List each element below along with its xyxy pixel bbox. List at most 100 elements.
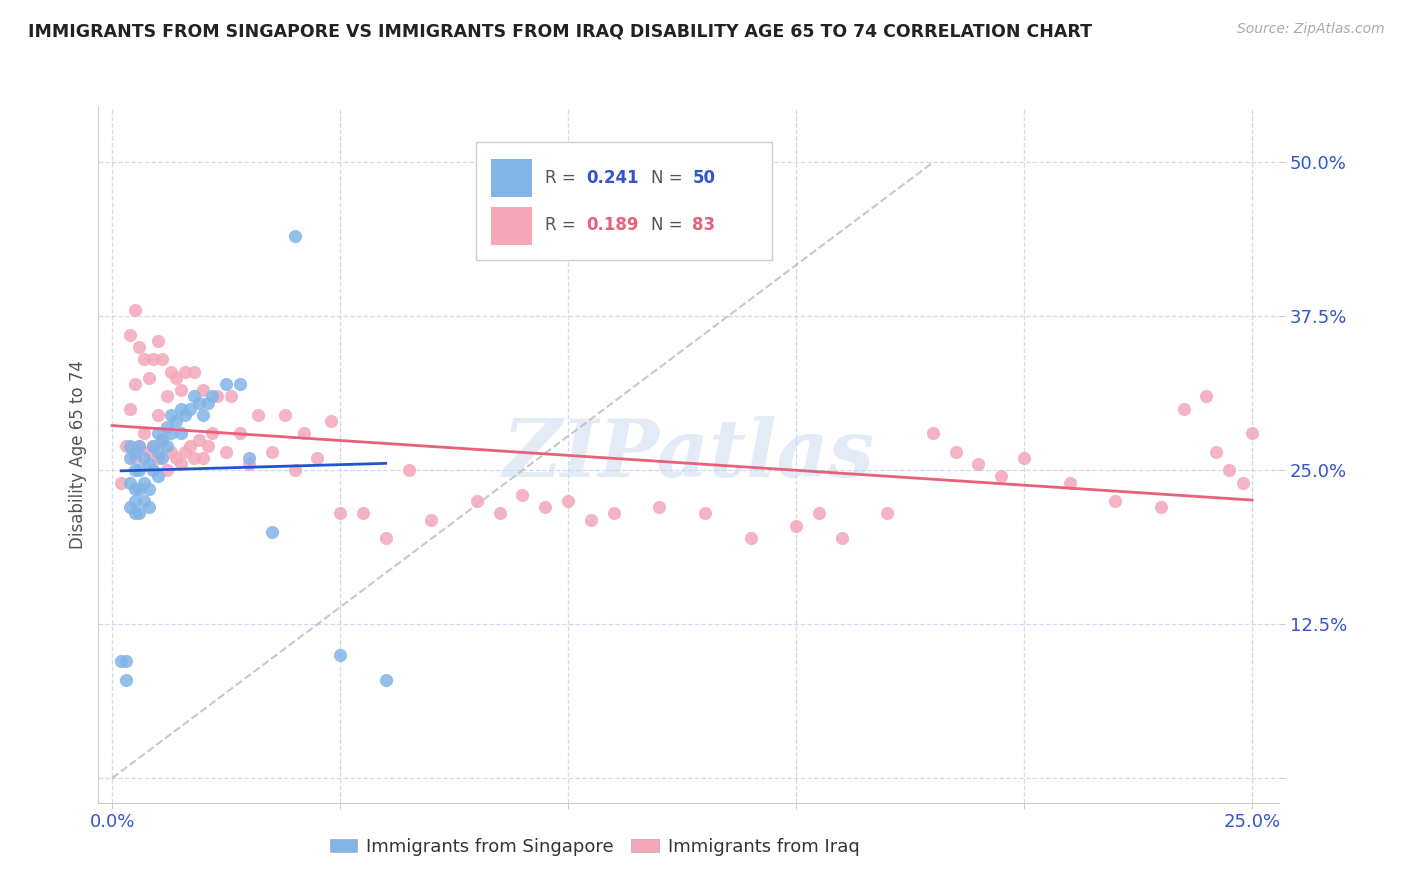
Point [110, 654, 132, 668]
Text: N =: N = [651, 217, 688, 235]
Text: Source: ZipAtlas.com: Source: ZipAtlas.com [1237, 22, 1385, 37]
Point [219, 389, 242, 403]
Point [648, 500, 671, 515]
Point [329, 507, 352, 521]
Point [150, 433, 173, 447]
Point [201, 389, 224, 403]
Point [146, 450, 169, 465]
Point [1195, 389, 1218, 403]
Point [128, 482, 150, 496]
Point [138, 457, 160, 471]
Point [128, 463, 150, 477]
Point [292, 426, 315, 441]
Point [165, 414, 187, 428]
Point [124, 303, 146, 318]
Point [238, 450, 260, 465]
Point [124, 450, 146, 465]
Point [785, 518, 807, 533]
Point [187, 395, 209, 409]
Point [197, 439, 219, 453]
Point [146, 334, 169, 348]
Point [247, 408, 270, 422]
Point [138, 482, 160, 496]
Point [128, 340, 150, 354]
Point [174, 445, 197, 459]
Point [990, 469, 1012, 483]
Point [201, 426, 224, 441]
Point [120, 401, 142, 416]
Point [945, 445, 967, 459]
Point [169, 401, 191, 416]
Text: IMMIGRANTS FROM SINGAPORE VS IMMIGRANTS FROM IRAQ DISABILITY AGE 65 TO 74 CORREL: IMMIGRANTS FROM SINGAPORE VS IMMIGRANTS … [28, 22, 1092, 40]
Point [174, 365, 197, 379]
Point [693, 507, 716, 521]
Point [740, 531, 762, 545]
Point [156, 439, 179, 453]
Point [142, 439, 165, 453]
Point [1059, 475, 1081, 490]
Point [274, 408, 297, 422]
Point [114, 673, 136, 687]
Point [319, 414, 342, 428]
Point [120, 450, 142, 465]
Point [114, 654, 136, 668]
Point [138, 445, 160, 459]
Point [807, 507, 830, 521]
Point [238, 457, 260, 471]
Point [142, 439, 165, 453]
Point [146, 469, 169, 483]
Point [1218, 463, 1240, 477]
Point [156, 463, 179, 477]
Point [138, 371, 160, 385]
Point [138, 500, 160, 515]
Point [183, 450, 205, 465]
Point [283, 229, 305, 244]
Point [831, 531, 853, 545]
Point [488, 507, 510, 521]
Point [142, 463, 165, 477]
Point [215, 377, 238, 392]
Point [876, 507, 898, 521]
Point [260, 445, 283, 459]
Point [579, 512, 602, 526]
Point [132, 426, 155, 441]
Point [165, 371, 187, 385]
Point [124, 507, 146, 521]
Legend: Immigrants from Singapore, Immigrants from Iraq: Immigrants from Singapore, Immigrants fr… [322, 831, 866, 863]
Point [114, 439, 136, 453]
Point [260, 524, 283, 539]
Point [215, 445, 238, 459]
Point [197, 395, 219, 409]
Point [283, 463, 305, 477]
Point [179, 401, 201, 416]
Point [169, 426, 191, 441]
Point [150, 433, 173, 447]
Point [1104, 494, 1126, 508]
FancyBboxPatch shape [491, 159, 531, 197]
Text: 0.241: 0.241 [586, 169, 638, 187]
Point [132, 475, 155, 490]
Point [557, 494, 579, 508]
Point [132, 494, 155, 508]
Point [193, 384, 215, 398]
Point [1241, 426, 1264, 441]
Point [183, 365, 205, 379]
Point [193, 450, 215, 465]
Point [132, 352, 155, 367]
Point [146, 426, 169, 441]
Text: ZIPatlas: ZIPatlas [503, 417, 875, 493]
Point [374, 531, 396, 545]
Point [183, 389, 205, 403]
Point [1205, 445, 1227, 459]
Point [165, 450, 187, 465]
Point [160, 426, 183, 441]
Point [128, 507, 150, 521]
Y-axis label: Disability Age 65 to 74: Disability Age 65 to 74 [69, 360, 87, 549]
Point [602, 507, 624, 521]
Text: N =: N = [651, 169, 688, 187]
Text: 83: 83 [693, 217, 716, 235]
Point [120, 439, 142, 453]
Point [120, 500, 142, 515]
Point [128, 439, 150, 453]
Point [1012, 450, 1035, 465]
